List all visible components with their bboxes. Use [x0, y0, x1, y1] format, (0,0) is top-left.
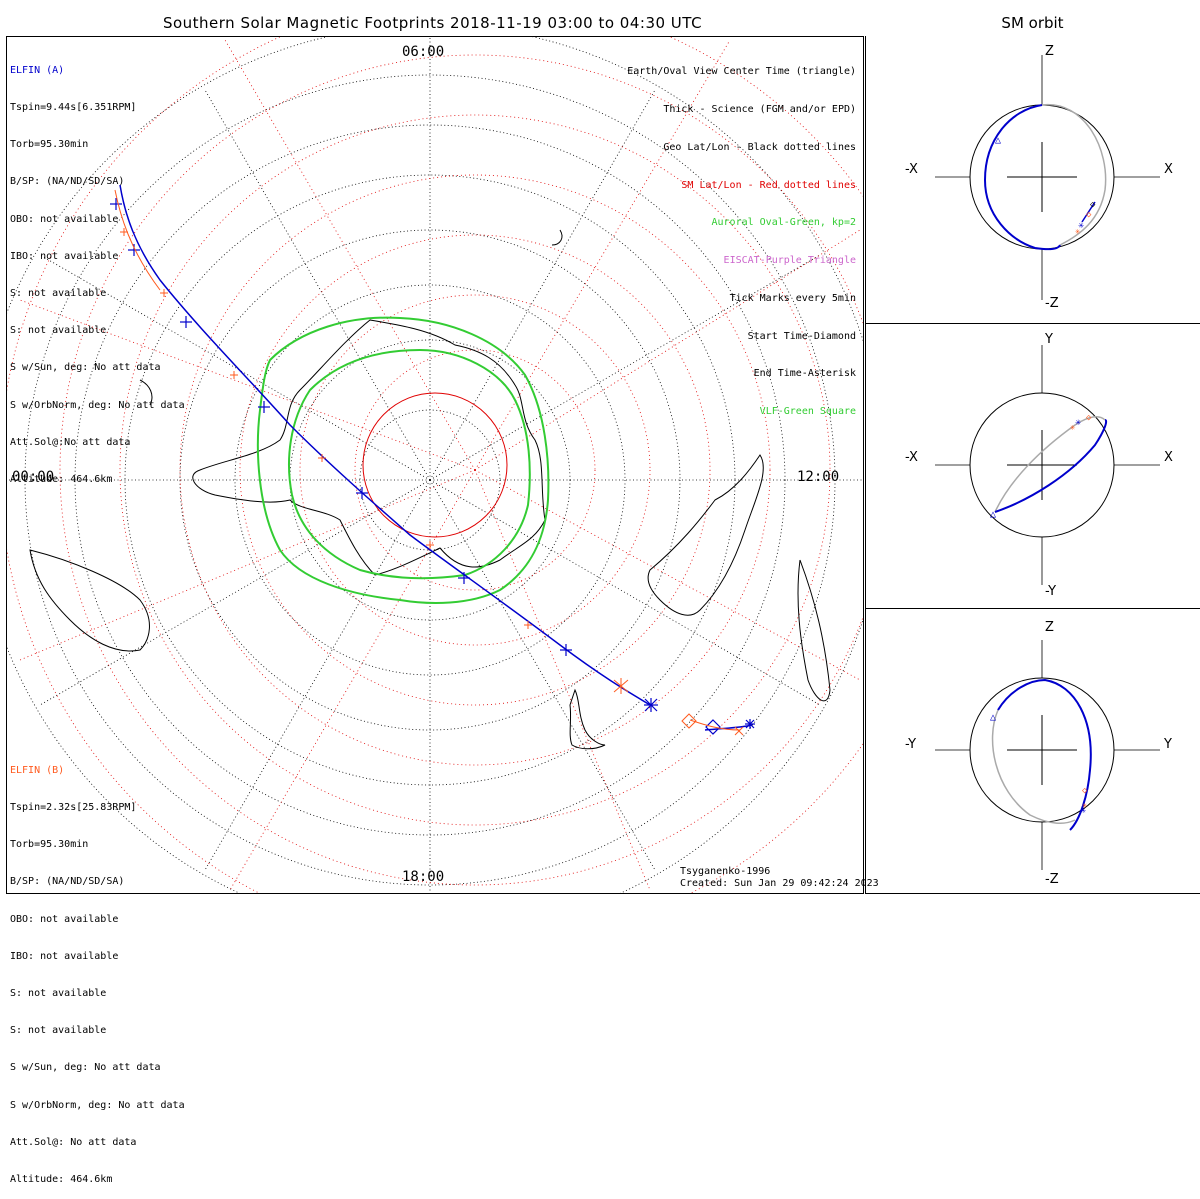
- plot-title: Southern Solar Magnetic Footprints 2018-…: [162, 14, 703, 32]
- elfin-a-line: Torb=95.30min: [10, 139, 89, 151]
- legend-item: Auroral Oval-Green, kp=2: [711, 217, 857, 229]
- panel3-bottom-label: -Z: [1045, 872, 1059, 887]
- elfin-b-line: S w/OrbNorm, deg: No att data: [10, 1099, 185, 1111]
- orbit-title: SM orbit: [1001, 14, 1064, 32]
- elfin-b-line: Altitude: 464.6km: [10, 1174, 113, 1186]
- elfin-a-line: S w/OrbNorm, deg: No att data: [10, 399, 185, 411]
- elfin-a-line: Tspin=9.44s[6.351RPM]: [10, 102, 137, 114]
- elfin-b-info: ELFIN (B) Tspin=2.32s[25.83RPM] Torb=95.…: [10, 740, 185, 1199]
- panel2-right-label: X: [1164, 450, 1173, 465]
- legend-item: Geo Lat/Lon - Black dotted lines: [663, 141, 856, 153]
- geo-lon-lines: [7, 37, 863, 893]
- hour-label-right: 12:00: [797, 469, 840, 485]
- coastlines: [29, 229, 831, 750]
- elfin-b-line: S: not available: [10, 1025, 107, 1037]
- legend-item: End Time-Asterisk: [753, 368, 856, 380]
- elfin-a-line: Altitude: 464.6km: [10, 474, 113, 486]
- elfin-a-info: ELFIN (A) Tspin=9.44s[6.351RPM] Torb=95.…: [10, 40, 185, 499]
- elfin-a-line: IBO: not available: [10, 250, 119, 262]
- panel1-left-label: -X: [905, 162, 918, 177]
- footprint-map-frame: [6, 36, 864, 894]
- elfin-a-line: OBO: not available: [10, 213, 119, 225]
- elfin-a-name: ELFIN (A): [10, 64, 65, 76]
- panel2-left-label: -X: [905, 450, 918, 465]
- elfin-a-line: S: not available: [10, 325, 107, 337]
- elfin-b-ticks: [120, 228, 744, 736]
- panel3-right-label: Y: [1164, 737, 1172, 752]
- elfin-b-line: B/SP: (NA/ND/SD/SA): [10, 876, 125, 888]
- hour-label-left: 00:00: [12, 469, 55, 485]
- panel2-top-label: Y: [1045, 332, 1053, 347]
- elfin-b-line: S w/Sun, deg: No att data: [10, 1062, 161, 1074]
- elfin-a-line: S w/Sun, deg: No att data: [10, 362, 161, 374]
- legend-item: Earth/Oval View Center Time (triangle): [627, 66, 856, 78]
- footprint-map: [7, 37, 863, 893]
- created-label: Created: Sun Jan 29 09:42:24 2023: [680, 878, 879, 889]
- elfin-a-line: Att.Sol@:No att data: [10, 436, 131, 448]
- elfin-b-line: Torb=95.30min: [10, 839, 89, 851]
- map-legend: Earth/Oval View Center Time (triangle) T…: [627, 41, 856, 431]
- legend-item: VLF-Green Square: [759, 406, 856, 418]
- elfin-b-line: Att.Sol@: No att data: [10, 1136, 137, 1148]
- orbit-panel-xy: [865, 323, 1200, 609]
- legend-item: Start Time-Diamond: [747, 330, 856, 342]
- panel1-top-label: Z: [1045, 44, 1054, 59]
- elfin-b-line: S: not available: [10, 988, 107, 1000]
- legend-item: EISCAT-Purple Triangle: [723, 255, 856, 267]
- elfin-a-line: S: not available: [10, 288, 107, 300]
- legend-item: Thick - Science (FGM and/or EPD): [663, 103, 856, 115]
- panel3-left-label: -Y: [905, 737, 917, 752]
- legend-item: SM Lat/Lon - Red dotted lines: [681, 179, 856, 191]
- auroral-oval: [256, 316, 550, 604]
- elfin-b-line: Tspin=2.32s[25.83RPM]: [10, 802, 137, 814]
- hour-label-top: 06:00: [402, 44, 445, 60]
- orbit-panel-xz: [865, 36, 1200, 324]
- sm-lat-circles: [7, 37, 863, 893]
- legend-item: Tick Marks every 5min: [729, 292, 856, 304]
- panel1-bottom-label: -Z: [1045, 296, 1059, 311]
- elfin-a-line: B/SP: (NA/ND/SD/SA): [10, 176, 125, 188]
- hour-label-bottom: 18:00: [402, 869, 445, 885]
- elfin-b-name: ELFIN (B): [10, 764, 65, 776]
- elfin-a-ticks: [110, 198, 755, 735]
- model-label: Tsyganenko-1996: [680, 866, 771, 877]
- sm-pole-circle: [362, 392, 508, 538]
- sm-lon-lines: [19, 39, 861, 891]
- elfin-b-line: OBO: not available: [10, 913, 119, 925]
- panel1-right-label: X: [1164, 162, 1173, 177]
- panel3-top-label: Z: [1045, 620, 1054, 635]
- elfin-b-track: [114, 189, 741, 731]
- orbit-panel-yz: [865, 608, 1200, 894]
- elfin-b-line: IBO: not available: [10, 950, 119, 962]
- panel2-bottom-label: -Y: [1045, 584, 1057, 599]
